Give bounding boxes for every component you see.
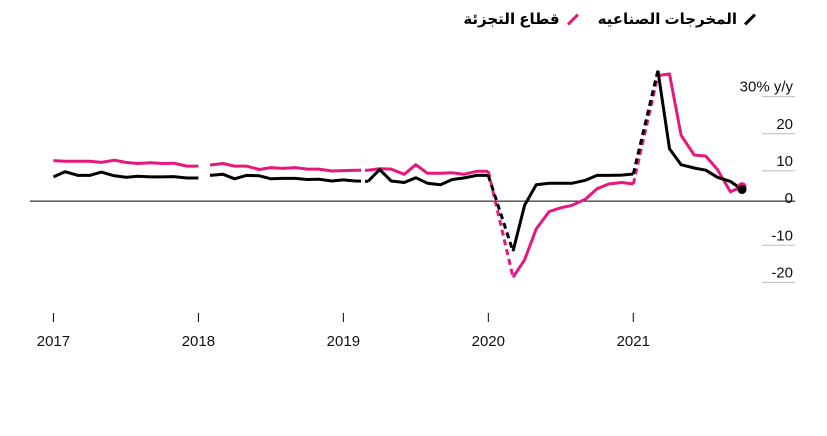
x-tick-label: 2018 xyxy=(182,333,215,350)
series-lines xyxy=(52,70,743,279)
y-tick-label: 0 xyxy=(785,190,793,207)
series-line-solid xyxy=(511,181,634,279)
y-tick-label: -10 xyxy=(771,227,793,244)
series-line-solid xyxy=(366,168,489,187)
series-line-solid xyxy=(656,70,743,191)
series-line-dashed xyxy=(486,170,515,278)
series-line-solid xyxy=(511,172,634,252)
series-line-solid xyxy=(367,163,489,176)
series-line-solid xyxy=(209,162,356,173)
series-endpoints xyxy=(737,182,747,195)
x-axis: 2017 2018 2019 2020 2021 xyxy=(37,313,650,350)
series-endpoint-dot xyxy=(737,185,747,195)
y-tick-label: 20 xyxy=(776,116,793,133)
x-tick-label: 2021 xyxy=(617,333,650,350)
x-tick-label: 2020 xyxy=(472,333,505,350)
y-tick-label: 10 xyxy=(776,153,793,170)
x-tick-label: 2017 xyxy=(37,333,70,350)
x-tick-label: 2019 xyxy=(327,333,360,350)
y-tick-label: -20 xyxy=(771,264,793,281)
series-line-solid xyxy=(209,172,356,183)
legend-label-industrial-output: المخرجات الصناعيه xyxy=(597,11,737,28)
series-line-solid xyxy=(53,158,199,168)
series-line-solid xyxy=(52,170,199,180)
y-axis: 30% y/y 20 10 0 -10 -20 xyxy=(740,79,795,283)
legend-item-retail-sales: قطاع التجزئة xyxy=(463,10,579,28)
series-line-dashed xyxy=(486,174,515,252)
series-line-dashed xyxy=(631,70,660,175)
chart-legend: المخرجات الصناعيه قطاع التجزئة xyxy=(463,10,757,28)
legend-label-retail-sales: قطاع التجزئة xyxy=(463,11,560,28)
legend-item-industrial-output: المخرجات الصناعيه xyxy=(598,10,757,28)
series-line-solid xyxy=(657,72,743,194)
y-tick-label: 30% y/y xyxy=(740,79,794,96)
